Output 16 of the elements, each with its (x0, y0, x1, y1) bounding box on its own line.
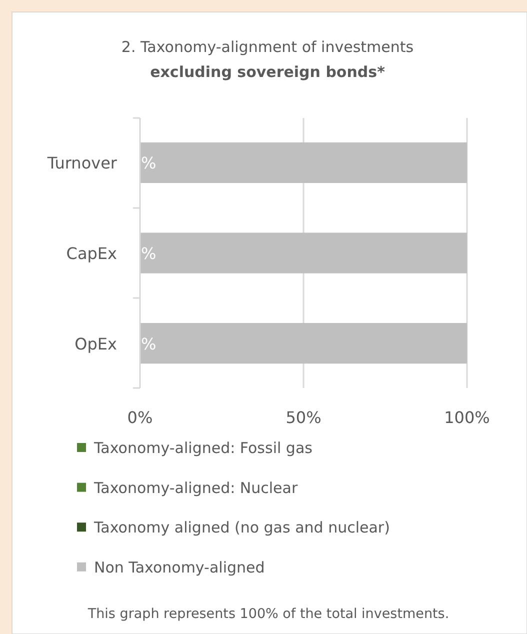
y-tick-label: OpEx (74, 334, 117, 354)
x-tick-label: 0% (127, 408, 153, 427)
legend-label: Non Taxonomy-aligned (94, 558, 265, 576)
data-label: % (141, 244, 156, 263)
data-label: % (141, 154, 156, 173)
text: This graph represents 100% of the total investments. (86, 606, 450, 622)
x-tick-label: 100% (444, 408, 490, 427)
chart-title: 2. Taxonomy-alignment of investments (121, 38, 414, 56)
x-tick-label: 50% (286, 408, 322, 427)
y-tick-label: CapEx (66, 244, 117, 263)
chart-subtitle: excluding sovereign bonds* (150, 63, 386, 81)
data-label: % (141, 334, 156, 354)
legend-label: Taxonomy-aligned: Fossil gas (93, 439, 313, 457)
legend-label: Taxonomy aligned (no gas and nuclear) (93, 518, 390, 537)
y-tick-label: Turnover (46, 154, 118, 173)
legend-label: Taxonomy-aligned: Nuclear (93, 478, 298, 497)
